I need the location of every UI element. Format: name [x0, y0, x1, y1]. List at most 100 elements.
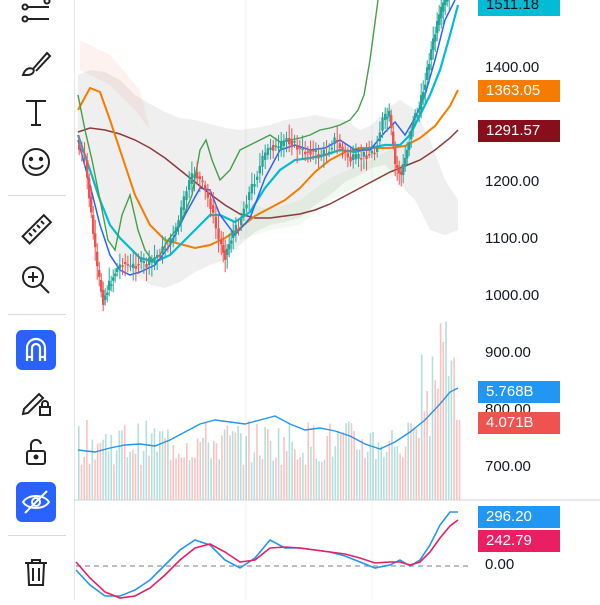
candle-body [226, 248, 229, 255]
candle-body [410, 130, 413, 140]
volume-bar [283, 437, 285, 500]
hide-drawings-button[interactable] [16, 482, 56, 522]
price-badge-orange: 1363.05 [478, 80, 560, 102]
candle-body [248, 192, 251, 200]
candle-body [150, 259, 154, 263]
volume-bar [223, 429, 226, 500]
candle-body [100, 280, 103, 292]
price-chart[interactable] [74, 0, 600, 600]
candle-body [328, 151, 331, 154]
candle-body [394, 148, 397, 165]
candle-body [90, 196, 93, 213]
volume-bar [264, 426, 266, 500]
candle-body [264, 152, 267, 160]
brush-icon [21, 51, 52, 76]
candle-body [296, 145, 299, 150]
candle-body [88, 178, 91, 199]
volume-bar [234, 432, 237, 500]
unlock-button[interactable] [12, 432, 60, 472]
candle-body [386, 116, 389, 119]
candle-body [224, 250, 227, 260]
volume-bar [148, 455, 150, 500]
volume-bar [272, 460, 274, 500]
volume-bar [250, 462, 253, 500]
candle-body [164, 248, 167, 251]
emoji-button[interactable] [12, 142, 60, 182]
volume-bar [150, 433, 153, 500]
candle-body [126, 264, 130, 266]
candle-body [274, 145, 278, 148]
volume-bar [323, 459, 326, 500]
candle-body [214, 216, 218, 229]
chart-pane[interactable]: 1400.00 1200.00 1100.00 1000.00 900.00 8… [74, 0, 600, 600]
volume-bar [423, 411, 426, 500]
candle-body [222, 245, 225, 253]
candle-body [237, 229, 240, 231]
candle-body [333, 137, 336, 144]
candle-body [440, 6, 443, 19]
volume-bar [442, 341, 445, 500]
candle-body [110, 284, 113, 287]
ruler-button[interactable] [12, 210, 60, 250]
candle-body [193, 174, 196, 178]
candle-body [277, 146, 280, 149]
ma-blue-line [77, 0, 456, 276]
candle-body [373, 152, 376, 155]
text-tool-button[interactable] [12, 92, 60, 132]
volume-bar [229, 435, 231, 500]
brush-button[interactable] [12, 44, 60, 84]
price-tick: 700.00 [485, 458, 531, 475]
candle-body [153, 257, 156, 261]
volume-bars [78, 321, 461, 500]
volume-bar [88, 463, 91, 500]
grid [245, 0, 373, 600]
volume-bar [458, 419, 461, 500]
volume-bar [118, 430, 121, 500]
volume-bar [437, 388, 439, 500]
green-signal-line [77, 0, 379, 261]
trend-tools-button[interactable] [12, 0, 60, 34]
candle-body [266, 148, 270, 155]
text-icon [26, 100, 46, 126]
candle-body [261, 155, 264, 167]
delete-drawings-button[interactable] [12, 552, 60, 592]
volume-bar [161, 431, 164, 500]
candle-body [228, 244, 231, 250]
volume-bar [83, 456, 85, 500]
volume-bar [431, 356, 434, 500]
candle-body [354, 153, 358, 160]
magnet-button[interactable] [16, 330, 56, 370]
candle-body [280, 141, 283, 150]
candle-body [314, 150, 318, 152]
candle-body [169, 237, 172, 245]
volume-bar [191, 457, 193, 500]
toolbar-divider [8, 195, 66, 196]
volume-bar [393, 446, 396, 500]
volume-bar [94, 459, 96, 500]
candle-body [250, 183, 254, 194]
candle-body [282, 140, 286, 146]
volume-badge-blue: 5.768B [478, 381, 560, 403]
volume-bar [447, 376, 450, 500]
candle-body [185, 191, 188, 200]
candle-body [438, 14, 441, 25]
volume-bar [172, 445, 175, 500]
candle-body [290, 140, 294, 148]
macd-line [75, 511, 458, 597]
candle-body [381, 117, 384, 131]
volume-bar [299, 456, 301, 500]
candle-body [396, 165, 399, 168]
lock-drawing-button[interactable] [12, 382, 60, 422]
volume-bar [288, 424, 291, 500]
candle-body [402, 164, 405, 175]
candle-body [446, 0, 449, 2]
candle-body [253, 184, 256, 187]
candle-body [426, 67, 429, 80]
candle-body [269, 147, 272, 150]
volume-bar [240, 433, 242, 500]
ema-orange-line [77, 86, 459, 250]
candle-body [424, 84, 427, 90]
zoom-in-button[interactable] [12, 260, 60, 300]
volume-bar [404, 446, 407, 500]
candle-body [414, 113, 417, 118]
